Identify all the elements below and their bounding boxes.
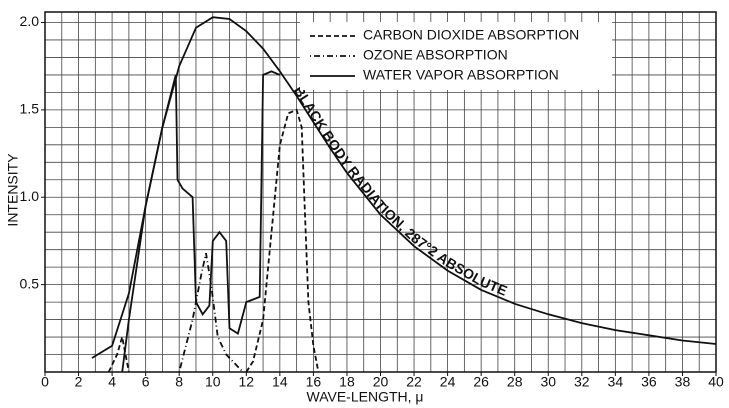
legend-label: WATER VAPOR ABSORPTION [363,67,559,83]
curve-label: BLACK BODY RADIATION, 287°2 ABSOLUTE [291,83,510,299]
x-tick-label: 4 [108,374,116,390]
x-tick-label: 40 [708,374,724,390]
x-tick-label: 14 [272,374,288,390]
curve-label-path: BLACK BODY RADIATION, 287°2 ABSOLUTE [291,83,510,299]
x-tick-label: 20 [373,374,389,390]
y-tick-label: 0.5 [20,275,40,291]
y-tick-label: 1.5 [20,101,40,117]
series-line [91,16,717,359]
x-tick-label: 16 [306,374,322,390]
y-tick-label: 1.0 [20,188,40,204]
x-tick-label: 32 [574,374,590,390]
y-axis-label: INTENSITY [5,153,21,227]
x-tick-label: 24 [440,374,456,390]
x-tick-label: 36 [641,374,657,390]
x-tick-label: 0 [41,374,49,390]
legend-box [300,22,612,90]
x-tick-label: 2 [75,374,83,390]
x-tick-label: 10 [205,374,221,390]
x-tick-label: 38 [675,374,691,390]
label-guide [297,88,716,336]
series-line [107,108,320,373]
legend-label: CARBON DIOXIDE ABSORPTION [363,27,579,43]
x-tick-label: 34 [608,374,624,390]
x-tick-label: 28 [507,374,523,390]
x-tick-label: 22 [406,374,422,390]
x-tick-label: 18 [339,374,355,390]
x-tick-label: 12 [239,374,255,390]
x-tick-label: 26 [473,374,489,390]
x-axis-label: WAVE-LENGTH, μ [307,389,424,405]
legend-label: OZONE ABSORPTION [363,47,508,63]
x-tick-label: 6 [142,374,150,390]
x-tick-label: 8 [175,374,183,390]
x-tick-label: 30 [540,374,556,390]
y-tick-label: 2.0 [20,13,40,29]
